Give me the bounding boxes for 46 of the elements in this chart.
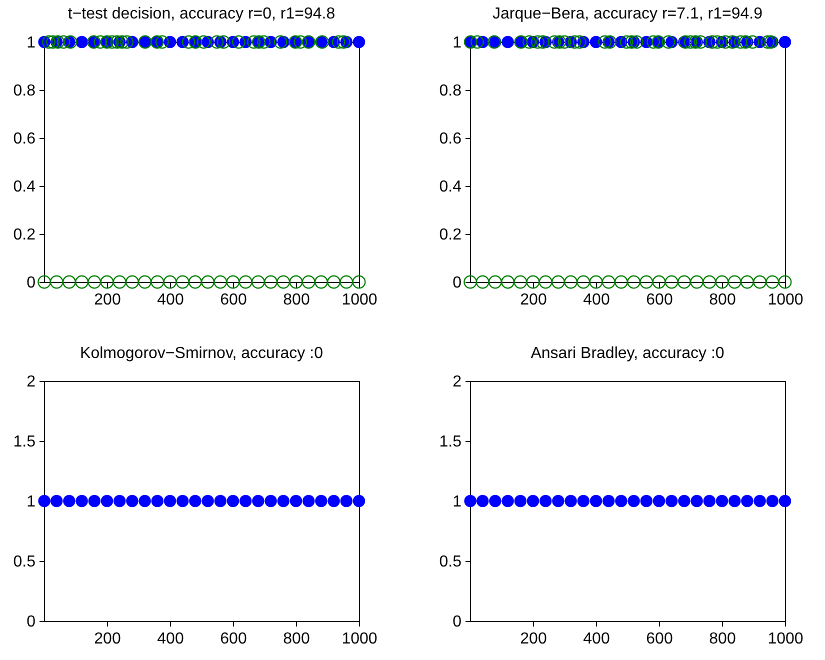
x-tick-label: 600 xyxy=(646,292,673,308)
y-tick-label: 0 xyxy=(452,614,462,630)
y-tick-label: 0.6 xyxy=(13,130,36,148)
x-tick-label: 200 xyxy=(520,630,547,648)
x-tick-label: 600 xyxy=(220,292,247,308)
x-tick-label: 400 xyxy=(157,630,184,648)
y-tick-label: 2 xyxy=(26,374,36,390)
y-tick-label: 0.2 xyxy=(13,226,36,244)
y-tick-label: 0.8 xyxy=(13,82,36,100)
y-tick-label: 0 xyxy=(26,274,36,292)
x-tick-label: 600 xyxy=(646,630,673,648)
x-tick-label: 200 xyxy=(520,292,547,308)
y-tick-label: 1 xyxy=(452,34,462,52)
chart-title: Kolmogorov−Smirnov, accuracy :0 xyxy=(80,345,324,362)
x-tick-label: 1000 xyxy=(342,292,378,308)
y-tick-label: 2 xyxy=(452,374,462,390)
x-tick-label: 400 xyxy=(157,292,184,308)
y-tick-label: 1.5 xyxy=(13,434,36,450)
x-tick-label: 600 xyxy=(220,630,247,648)
y-tick-label: 1.5 xyxy=(439,434,462,450)
x-tick-label: 400 xyxy=(583,630,610,648)
x-tick-label: 1000 xyxy=(768,630,804,648)
y-tick-label: 0.6 xyxy=(439,130,462,148)
y-tick-label: 0.4 xyxy=(13,178,36,196)
y-tick-label: 1 xyxy=(26,494,36,510)
x-tick-label: 800 xyxy=(283,292,310,308)
y-tick-label: 0.4 xyxy=(439,178,462,196)
x-tick-label: 800 xyxy=(709,630,736,648)
chart-title: t−test decision, accuracy r=0, r1=94.8 xyxy=(68,5,336,22)
x-tick-label: 200 xyxy=(94,292,121,308)
y-tick-label: 0.8 xyxy=(439,82,462,100)
x-tick-label: 1000 xyxy=(342,630,378,648)
y-tick-label: 0.5 xyxy=(13,554,36,570)
y-tick-label: 0.2 xyxy=(439,226,462,244)
chart-title: Jarque−Bera, accuracy r=7.1, r1=94.9 xyxy=(492,5,763,22)
x-tick-label: 1000 xyxy=(768,292,804,308)
x-tick-label: 400 xyxy=(583,292,610,308)
x-tick-label: 800 xyxy=(709,292,736,308)
chart-title: Ansari Bradley, accuracy :0 xyxy=(530,345,724,362)
x-tick-label: 200 xyxy=(94,630,121,648)
y-tick-label: 1 xyxy=(26,34,36,52)
y-tick-label: 0 xyxy=(452,274,462,292)
y-tick-label: 0 xyxy=(26,614,36,630)
y-tick-label: 0.5 xyxy=(439,554,462,570)
x-tick-label: 800 xyxy=(283,630,310,648)
y-tick-label: 1 xyxy=(452,494,462,510)
